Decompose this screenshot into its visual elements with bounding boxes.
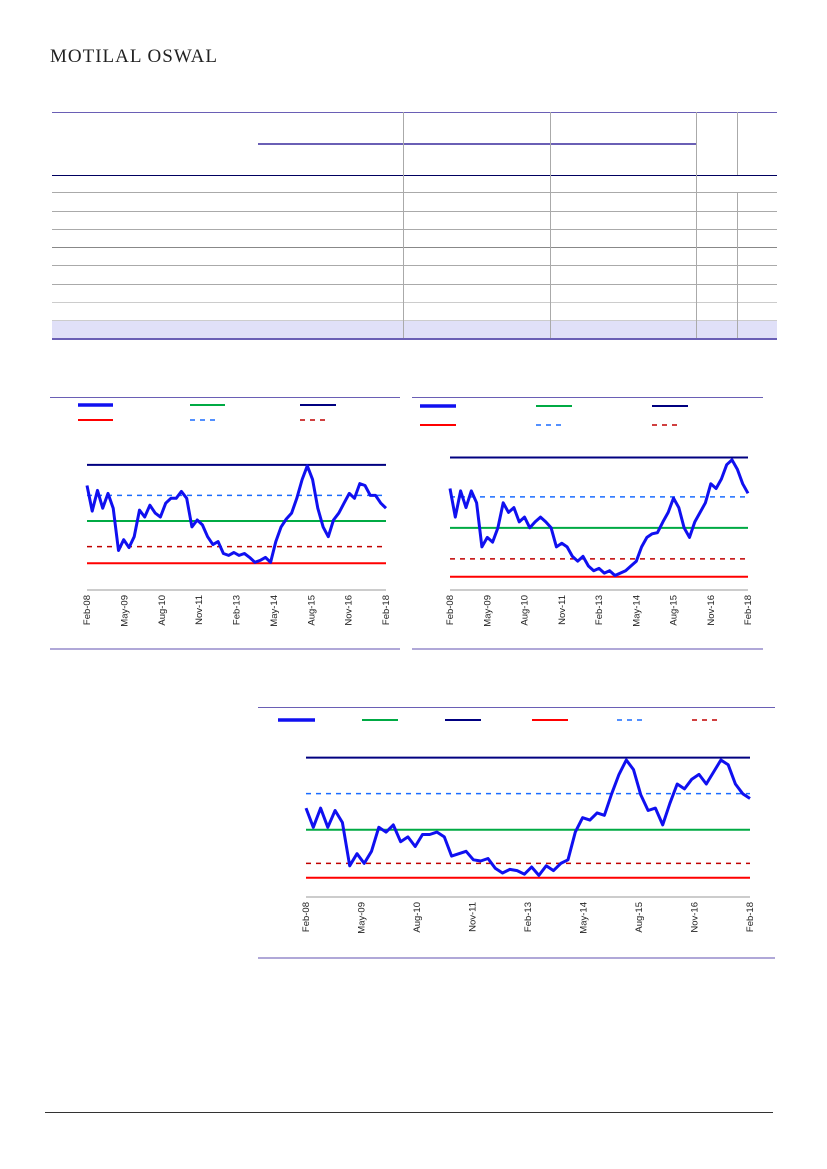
x-tick-label: Nov-11 xyxy=(468,902,479,932)
pe-band-chart-3: Feb-08 May-09 Aug-10 Nov-11 Feb-13 May-14 Aug-… xyxy=(278,718,756,934)
x-tick-label: Feb-13 xyxy=(232,595,243,625)
x-tick-label: Feb-13 xyxy=(594,595,605,625)
x-tick-label: May-09 xyxy=(482,595,493,627)
company-logo: MOTILAL OSWAL xyxy=(50,46,218,67)
x-tick-label: Nov-11 xyxy=(194,595,205,625)
x-tick-label: Aug-10 xyxy=(520,595,531,626)
x-tick-label: Feb-08 xyxy=(445,595,456,625)
x-tick-label: Feb-08 xyxy=(82,595,93,625)
x-tick-label: Aug-15 xyxy=(306,595,317,626)
x-tick-label: May-09 xyxy=(119,595,130,627)
x-tick-label: Feb-18 xyxy=(381,595,392,625)
x-tick-label: Aug-10 xyxy=(412,902,423,933)
table-total-row xyxy=(52,320,777,339)
x-tick-label: May-09 xyxy=(357,902,368,934)
pe-band-chart-2: Feb-08 May-09 Aug-10 Nov-11 Feb-13 May-14 Aug-… xyxy=(420,404,754,627)
x-tick-label: Feb-13 xyxy=(523,902,534,932)
x-tick-label: May-14 xyxy=(631,595,642,627)
x-tick-label: Aug-15 xyxy=(634,902,645,933)
x-tick-label: Nov-11 xyxy=(557,595,568,625)
x-tick-label: May-14 xyxy=(579,902,590,934)
pe-series-line xyxy=(448,458,750,577)
pe-band-chart-1: Feb-08 May-09 Aug-10 Nov-11 Feb-13 May-14 Aug-… xyxy=(78,403,392,627)
x-tick-label: Feb-08 xyxy=(301,902,312,932)
x-tick-label: Nov-16 xyxy=(690,902,701,933)
x-tick-label: Feb-18 xyxy=(743,595,754,625)
pe-series-line xyxy=(85,464,388,564)
x-tick-label: Feb-18 xyxy=(745,902,756,932)
x-tick-label: Nov-16 xyxy=(706,595,717,626)
x-tick-label: Nov-16 xyxy=(344,595,355,626)
x-tick-label: May-14 xyxy=(269,595,280,627)
x-tick-label: Aug-10 xyxy=(157,595,168,626)
x-tick-label: Aug-15 xyxy=(669,595,680,626)
pe-series-line xyxy=(304,758,751,877)
